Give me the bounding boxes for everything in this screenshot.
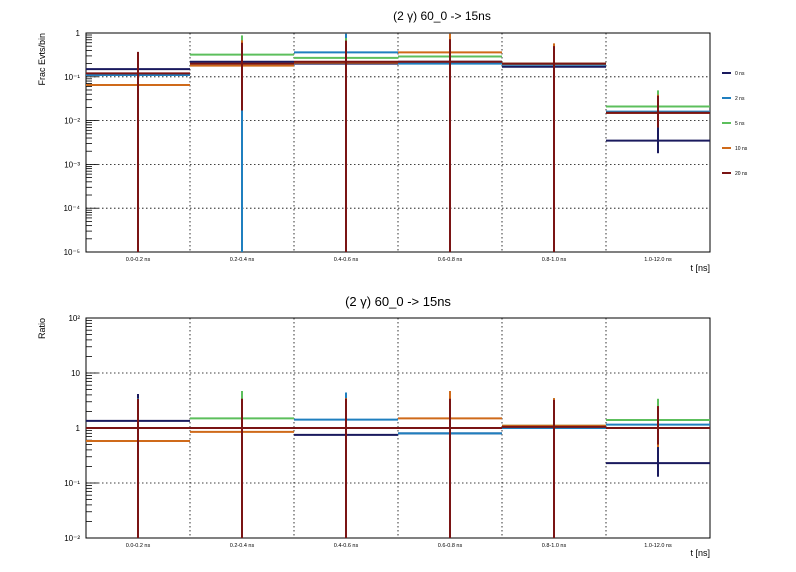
x-category-label: 0.0-0.2 ns: [126, 257, 151, 263]
y-tick-label: 10⁻⁵: [64, 248, 80, 257]
top-x-axis-label: t [ns]: [690, 263, 710, 273]
legend: 0 ns 2 ns 5 ns 10 ns 20 ns: [722, 71, 748, 177]
x-category-label: 1.0-12.0 ns: [644, 257, 672, 263]
bottom-chart-title: (2 γ) 60_0 -> 15ns: [345, 294, 451, 309]
series-20-ns: [86, 398, 710, 538]
x-category-label: 1.0-12.0 ns: [644, 543, 672, 549]
x-category-label: 0.2-0.4 ns: [230, 257, 255, 263]
bottom-x-axis-label: t [ns]: [690, 548, 710, 558]
legend-label: 10 ns: [735, 146, 748, 152]
x-category-label: 0.4-0.6 ns: [334, 543, 359, 549]
top-chart-title: (2 γ) 60_0 -> 15ns: [393, 9, 491, 23]
x-category-label: 0.8-1.0 ns: [542, 257, 567, 263]
y-tick-label: 10⁻³: [64, 160, 80, 169]
y-tick-label: 10⁻¹: [64, 73, 80, 82]
legend-label: 5 ns: [735, 121, 745, 127]
y-tick-label: 10⁻²: [64, 117, 80, 126]
x-category-label: 0.4-0.6 ns: [334, 257, 359, 263]
top-y-axis-label: Frac Evts/bin: [37, 33, 47, 86]
y-tick-label: 10⁻¹: [64, 479, 80, 488]
bottom-panel: (2 γ) 60_0 -> 15ns Ratio t [ns] 10² 10 1 10…: [37, 294, 711, 558]
legend-label: 2 ns: [735, 96, 745, 102]
y-tick-label: 10: [71, 369, 80, 378]
y-tick-label: 1: [76, 29, 81, 38]
x-category-label: 0.8-1.0 ns: [542, 543, 567, 549]
y-tick-label: 1: [76, 424, 81, 433]
x-category-label: 0.6-0.8 ns: [438, 257, 463, 263]
y-tick-label: 10⁻²: [64, 534, 80, 543]
legend-label: 0 ns: [735, 71, 745, 77]
legend-label: 20 ns: [735, 171, 748, 177]
series-20-ns: [86, 39, 710, 252]
y-tick-label: 10⁻⁴: [63, 204, 80, 213]
x-category-label: 0.2-0.4 ns: [230, 543, 255, 549]
y-tick-label: 10²: [68, 314, 80, 323]
top-panel: (2 γ) 60_0 -> 15ns Frac Evts/bin t [ns] …: [37, 9, 711, 273]
x-category-label: 0.6-0.8 ns: [438, 543, 463, 549]
x-category-label: 0.0-0.2 ns: [126, 543, 151, 549]
bottom-y-axis-label: Ratio: [37, 318, 47, 339]
